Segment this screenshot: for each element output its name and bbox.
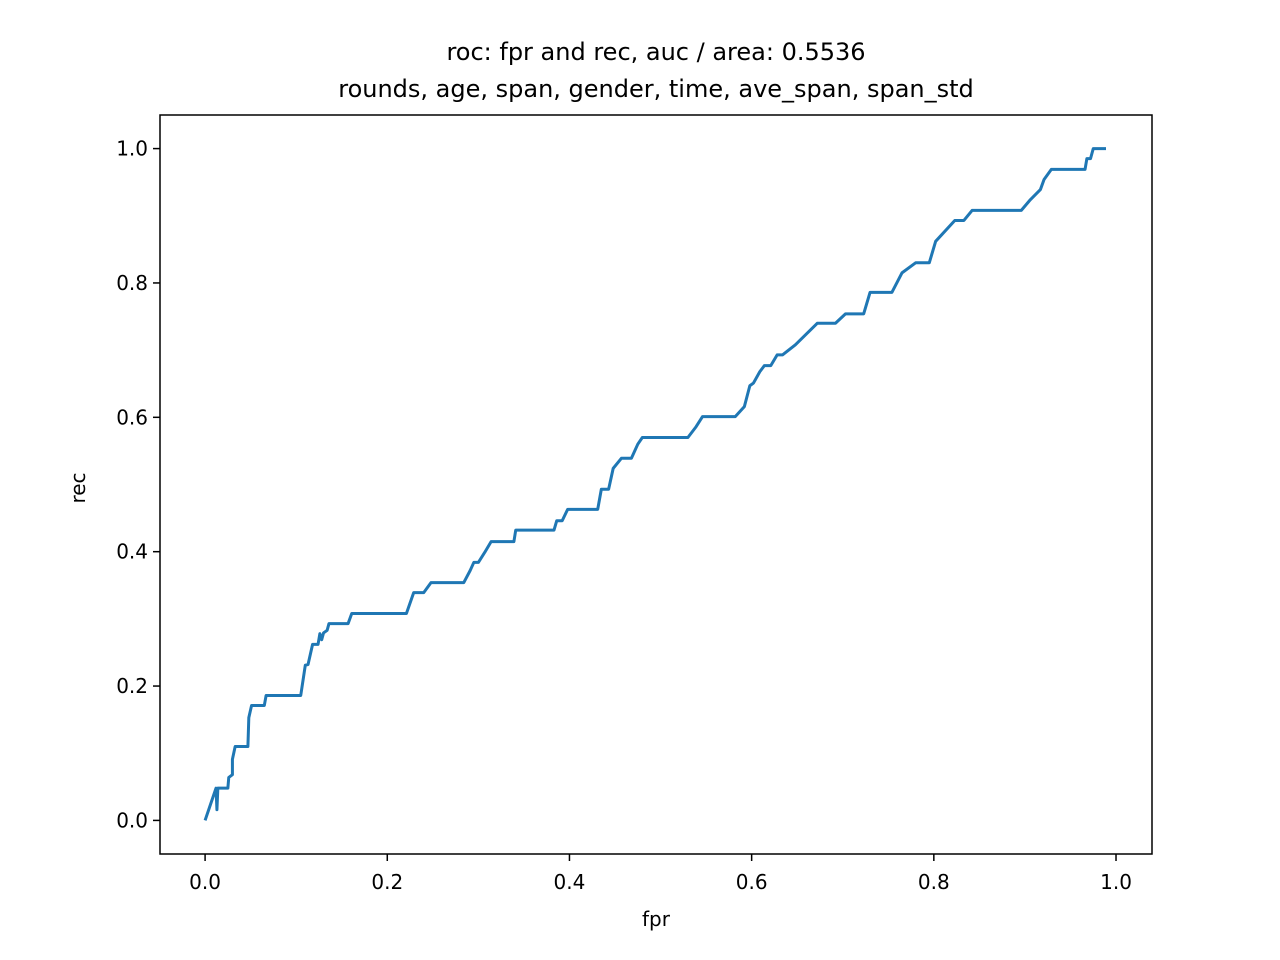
x-tick-label: 0.2 — [371, 870, 403, 894]
x-tick-label: 0.0 — [189, 870, 221, 894]
y-tick-label: 0.4 — [116, 540, 148, 564]
x-tick-label: 0.8 — [918, 870, 950, 894]
roc-line — [203, 147, 1106, 821]
y-tick-label: 1.0 — [116, 137, 148, 161]
y-tick-label: 0.8 — [116, 271, 148, 295]
x-axis-label: fpr — [642, 907, 671, 931]
plot-frame — [159, 114, 1153, 855]
y-tick-label: 0.2 — [116, 674, 148, 698]
x-tick-label: 1.0 — [1100, 870, 1132, 894]
y-axis-label: rec — [66, 472, 90, 503]
y-tick-label: 0.0 — [116, 808, 148, 832]
y-tick-label: 0.6 — [116, 405, 148, 429]
chart-subtitle: rounds, age, span, gender, time, ave_spa… — [338, 75, 974, 103]
x-tick-label: 0.6 — [736, 870, 768, 894]
chart-title: roc: fpr and rec, auc / area: 0.5536 — [446, 38, 865, 66]
x-tick-label: 0.4 — [554, 870, 586, 894]
